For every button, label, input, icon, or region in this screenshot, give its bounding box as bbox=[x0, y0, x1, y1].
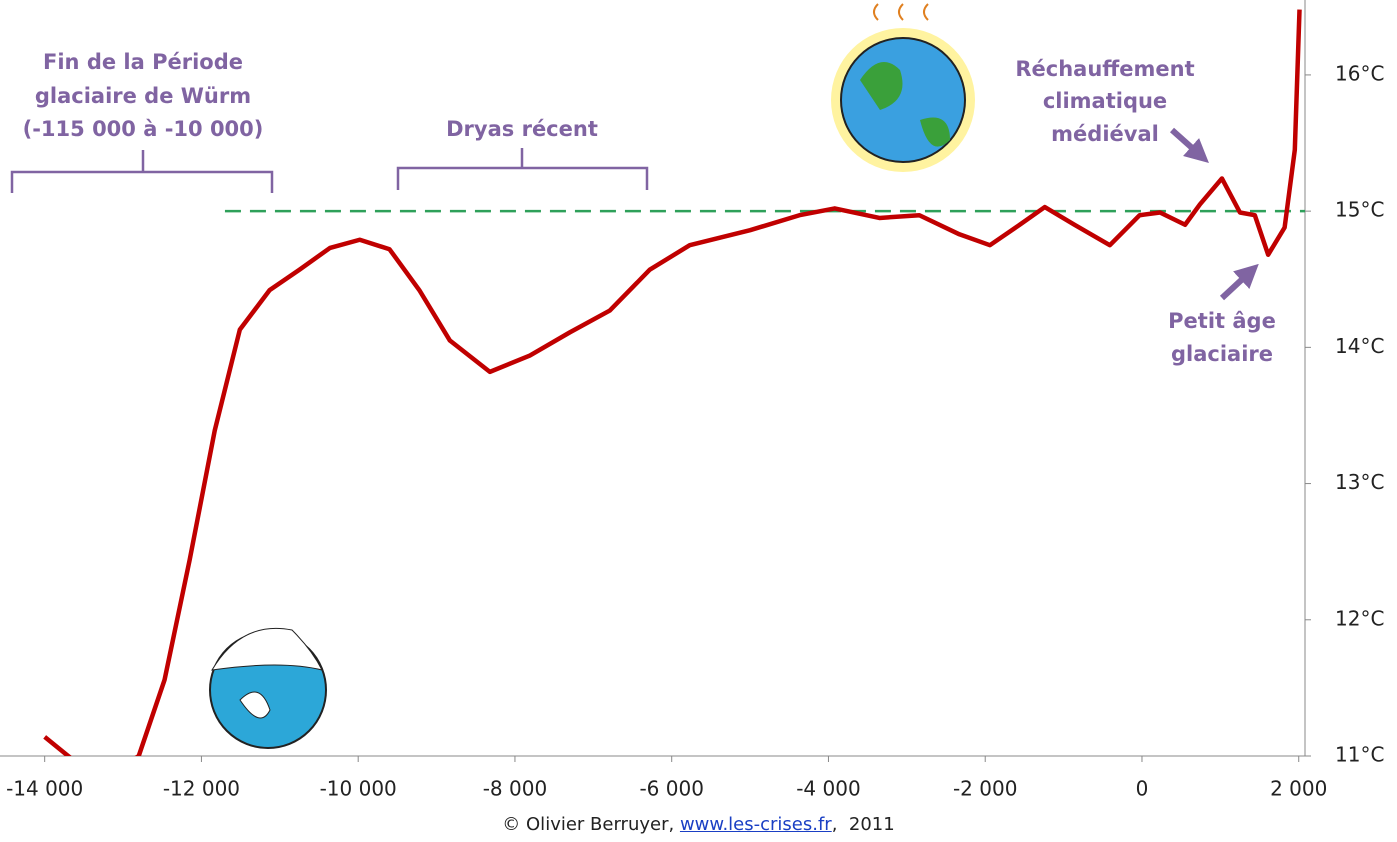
x-tick-label: -8 000 bbox=[483, 777, 547, 801]
annotation: Fin de la Période bbox=[43, 50, 243, 74]
y-tick-label: 12°C bbox=[1335, 606, 1384, 630]
brackets bbox=[12, 148, 647, 193]
annotation: Petit âge bbox=[1168, 309, 1276, 333]
footer-text: , 2011 bbox=[832, 814, 895, 835]
footer-link[interactable]: www.les-crises.fr bbox=[680, 814, 832, 835]
annotation: climatique bbox=[1043, 89, 1167, 113]
chart: -14 000 -12 000 -10 000 -8 000 -6 000 -4 000 -… bbox=[0, 0, 1397, 812]
annotation: glaciaire bbox=[1171, 342, 1273, 366]
cold-globe bbox=[210, 628, 326, 748]
footer: © Olivier Berruyer, www.les-crises.fr, 2… bbox=[0, 814, 1397, 835]
x-tick-label: -6 000 bbox=[639, 777, 703, 801]
annotation: médiéval bbox=[1051, 122, 1159, 146]
x-tick-label: -2 000 bbox=[953, 777, 1017, 801]
annotation: Dryas récent bbox=[446, 117, 598, 141]
y-tick-label: 16°C bbox=[1335, 61, 1384, 85]
x-tick-label: -12 000 bbox=[163, 777, 240, 801]
y-tick-label: 13°C bbox=[1335, 470, 1384, 494]
x-tick-label: -14 000 bbox=[6, 777, 83, 801]
x-tick-label: 2 000 bbox=[1270, 777, 1327, 801]
y-tick-label: 14°C bbox=[1335, 334, 1384, 358]
annotation: glaciaire de Würm bbox=[35, 84, 251, 108]
x-tick-label: -4 000 bbox=[796, 777, 860, 801]
x-tick-label: 0 bbox=[1136, 777, 1149, 801]
y-tick-label: 15°C bbox=[1335, 198, 1384, 222]
hot-globe bbox=[831, 4, 975, 172]
annotation: (-115 000 à -10 000) bbox=[23, 117, 264, 141]
x-tick-label: -10 000 bbox=[320, 777, 397, 801]
footer-text: © Olivier Berruyer, bbox=[502, 814, 680, 835]
annotation: Réchauffement bbox=[1015, 57, 1194, 81]
y-tick-label: 11°C bbox=[1335, 743, 1384, 767]
